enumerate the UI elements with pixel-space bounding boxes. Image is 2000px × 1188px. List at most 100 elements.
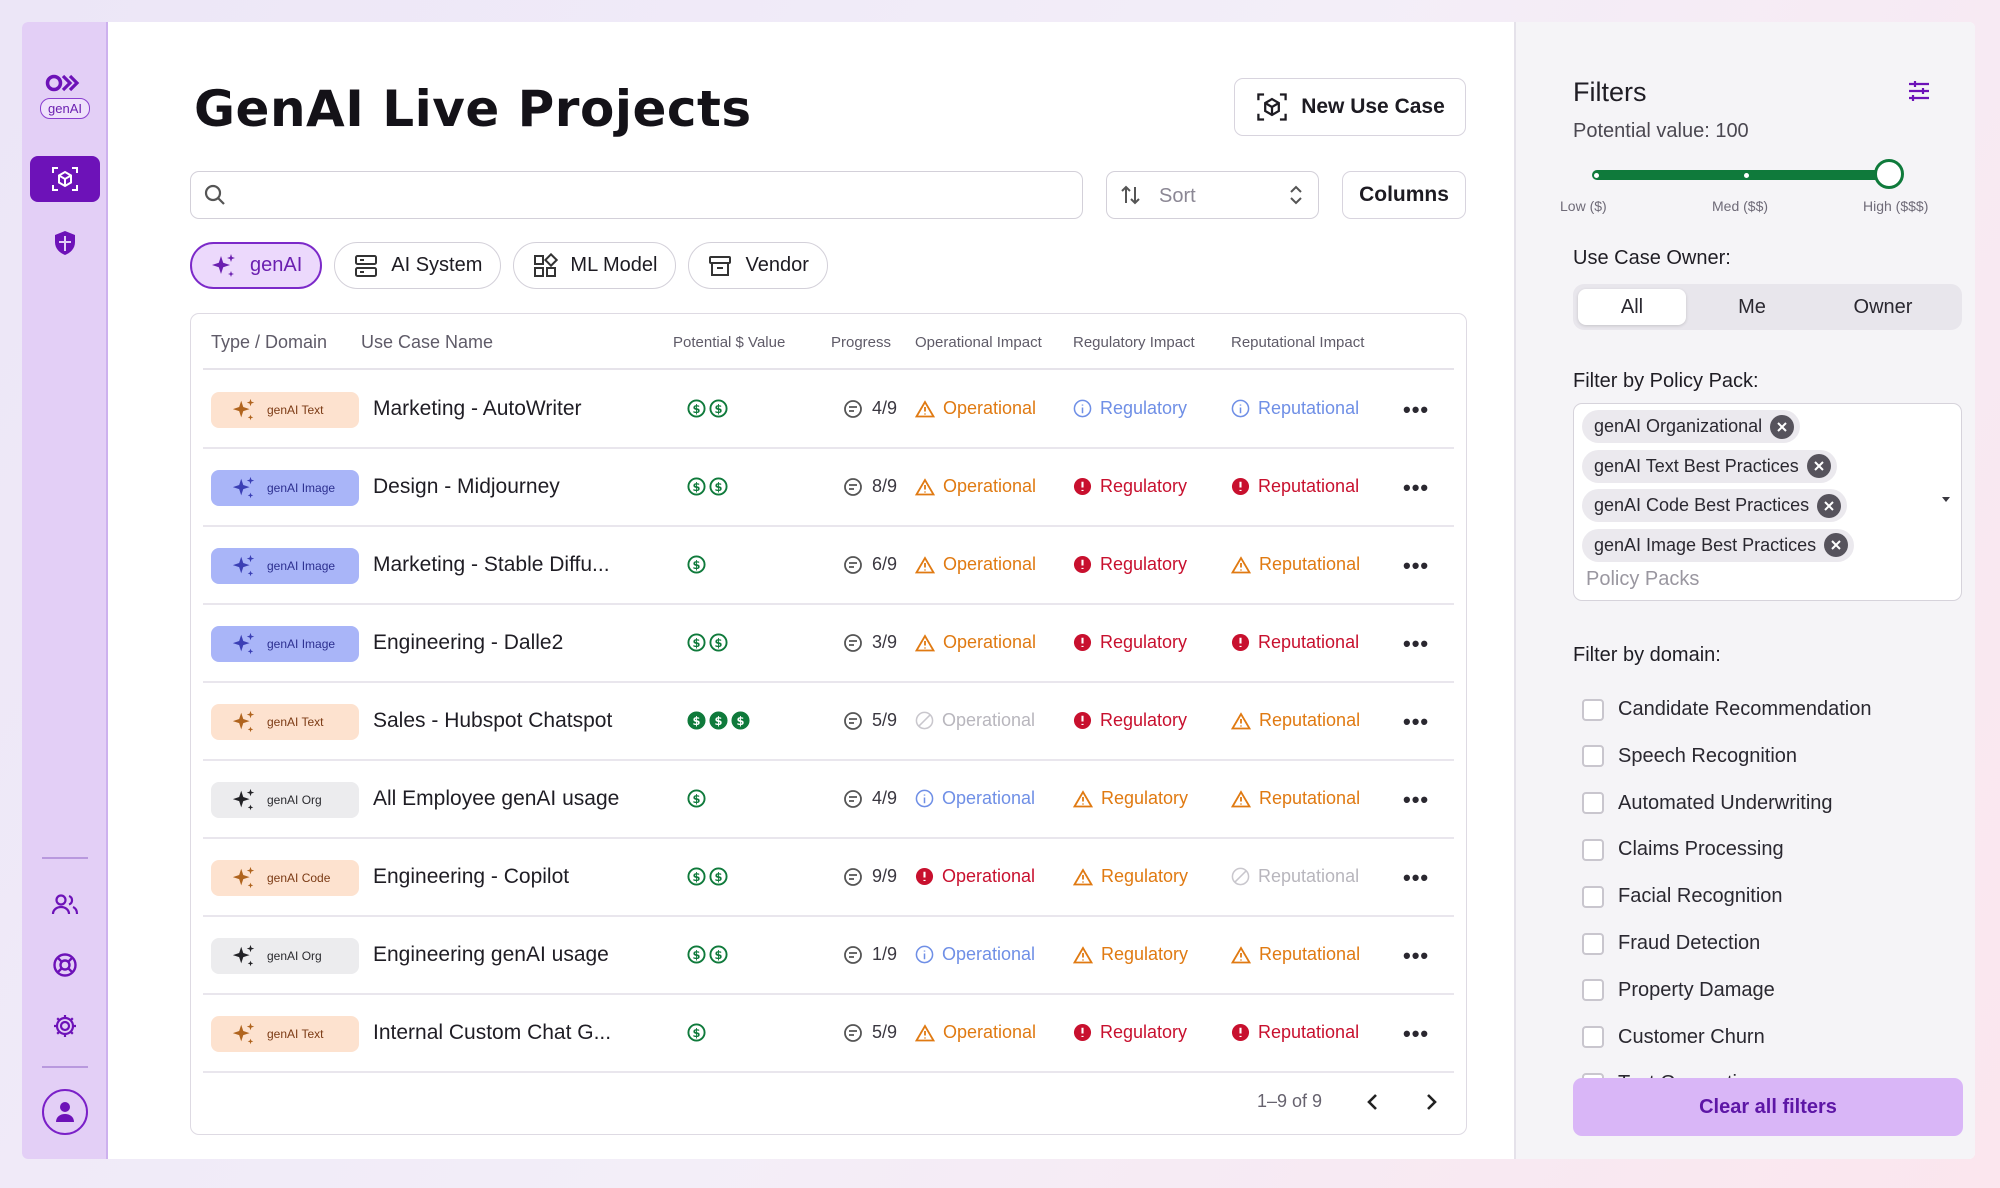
- cube-scan-icon: [52, 167, 78, 191]
- impact-label: Regulatory: [1101, 866, 1189, 886]
- rail-settings-button[interactable]: [30, 1003, 100, 1049]
- dollar-icon: $: [687, 945, 706, 964]
- more-actions-icon[interactable]: •••: [1403, 631, 1430, 656]
- checkbox[interactable]: [1582, 838, 1604, 861]
- chevron-left-icon[interactable]: [1366, 1092, 1380, 1112]
- warning-icon: [915, 633, 935, 651]
- remove-tag-icon[interactable]: [1806, 454, 1831, 478]
- warning-icon: [1073, 867, 1093, 885]
- use-case-name[interactable]: Engineering genAI usage: [373, 943, 609, 966]
- use-case-name[interactable]: Internal Custom Chat G...: [373, 1021, 612, 1044]
- domain-checkbox-item[interactable]: Text Generation: [1582, 1072, 1759, 1082]
- slider-stop-med: [1744, 172, 1749, 178]
- owner-option-all[interactable]: All: [1578, 289, 1686, 325]
- table-row[interactable]: genAI Code Engineering - Copilot $ $9/9 Oper…: [203, 839, 1454, 917]
- type-badge-label: genAI Text: [267, 1027, 324, 1041]
- domain-checkbox-item[interactable]: Candidate Recommendation: [1582, 698, 1872, 721]
- col-header-reputational[interactable]: Reputational Impact: [1231, 334, 1365, 351]
- domain-checkbox-item[interactable]: Claims Processing: [1582, 838, 1784, 861]
- use-case-name[interactable]: Sales - Hubspot Chatspot: [373, 709, 613, 732]
- checkbox[interactable]: [1582, 932, 1604, 955]
- checkbox[interactable]: [1582, 1026, 1604, 1049]
- warning-icon: [915, 477, 935, 495]
- columns-button[interactable]: Columns: [1342, 171, 1466, 219]
- remove-tag-icon[interactable]: [1824, 533, 1849, 557]
- chip-vendor[interactable]: Vendor: [688, 242, 828, 289]
- table-row[interactable]: genAI Image Design - Midjourney $ $8/9 Opera…: [203, 449, 1454, 527]
- rail-projects-button[interactable]: [30, 156, 100, 202]
- operational-impact: Operational: [915, 554, 1036, 575]
- chip-genai[interactable]: genAI: [190, 242, 323, 289]
- slider-thumb[interactable]: [1874, 159, 1904, 189]
- checkbox[interactable]: [1582, 792, 1604, 815]
- table-row[interactable]: genAI Org All Employee genAI usage $4/9 Ope…: [203, 761, 1454, 839]
- warning-icon: [1231, 945, 1251, 963]
- checkbox[interactable]: [1582, 1072, 1604, 1082]
- more-actions-icon[interactable]: •••: [1403, 787, 1430, 812]
- chip-ml-model[interactable]: ML Model: [513, 242, 677, 289]
- error-icon: [1231, 1023, 1250, 1042]
- col-header-progress[interactable]: Progress: [831, 334, 892, 351]
- more-actions-icon[interactable]: •••: [1403, 865, 1430, 890]
- table-row[interactable]: genAI Image Engineering - Dalle2 $ $3/9 Oper…: [203, 605, 1454, 683]
- col-header-operational[interactable]: Operational Impact: [915, 334, 1042, 351]
- use-case-name[interactable]: Engineering - Dalle2: [373, 631, 564, 654]
- checkbox[interactable]: [1582, 979, 1604, 1002]
- more-actions-icon[interactable]: •••: [1403, 709, 1430, 734]
- rail-shield-button[interactable]: [30, 220, 100, 266]
- more-actions-icon[interactable]: •••: [1403, 943, 1430, 968]
- dollar-icon: $: [709, 711, 728, 730]
- domain-checkbox-item[interactable]: Speech Recognition: [1582, 745, 1797, 768]
- remove-tag-icon[interactable]: [1770, 414, 1795, 439]
- table-row[interactable]: genAI Text Internal Custom Chat G... $5/9 O…: [203, 995, 1454, 1073]
- rail-users-button[interactable]: [30, 882, 100, 928]
- use-case-name[interactable]: Marketing - Stable Diffu...: [373, 553, 610, 576]
- col-header-regulatory[interactable]: Regulatory Impact: [1073, 334, 1195, 351]
- clear-all-filters-button[interactable]: Clear all filters: [1573, 1078, 1963, 1136]
- policy-pack-select[interactable]: genAI Organizational genAI Text Best Prac…: [1573, 403, 1962, 601]
- use-case-name[interactable]: All Employee genAI usage: [373, 787, 620, 810]
- more-actions-icon[interactable]: •••: [1403, 553, 1430, 578]
- domain-checkbox-item[interactable]: Property Damage: [1582, 979, 1775, 1002]
- avatar[interactable]: [42, 1089, 88, 1135]
- table-row[interactable]: genAI Text Marketing - AutoWriter $ $4/9 Ope…: [203, 371, 1454, 449]
- use-case-name[interactable]: Engineering - Copilot: [373, 865, 570, 888]
- more-actions-icon[interactable]: •••: [1403, 475, 1430, 500]
- more-actions-icon[interactable]: •••: [1403, 397, 1430, 422]
- rail-divider: [42, 1066, 88, 1068]
- operational-impact: Operational: [915, 866, 1035, 887]
- chip-ai-system[interactable]: AI System: [334, 242, 502, 289]
- dropdown-caret-icon[interactable]: [1942, 497, 1950, 502]
- sort-select[interactable]: Sort: [1106, 171, 1319, 219]
- warning-icon: [1231, 555, 1251, 573]
- domain-checkbox-item[interactable]: Automated Underwriting: [1582, 792, 1833, 815]
- impact-label: Reputational: [1258, 1022, 1360, 1042]
- table-row[interactable]: genAI Image Marketing - Stable Diffu... $6…: [203, 527, 1454, 605]
- col-header-value[interactable]: Potential $ Value: [673, 334, 786, 351]
- table-row[interactable]: genAI Org Engineering genAI usage $ $1/9 Ope…: [203, 917, 1454, 995]
- sparkle-icon: [232, 710, 255, 733]
- owner-option-owner[interactable]: Owner: [1853, 295, 1913, 318]
- rail-support-button[interactable]: [30, 942, 100, 988]
- use-case-name[interactable]: Marketing - AutoWriter: [373, 397, 582, 420]
- sliders-icon[interactable]: [1906, 78, 1932, 104]
- col-header-type[interactable]: Type / Domain: [211, 332, 328, 352]
- table-row[interactable]: genAI Text Sales - Hubspot Chatspot $ $ $5/9…: [203, 683, 1454, 761]
- chevron-updown-icon: [1290, 185, 1302, 205]
- col-header-name[interactable]: Use Case Name: [361, 332, 494, 352]
- impact-label: Operational: [942, 710, 1036, 730]
- checkbox[interactable]: [1582, 885, 1604, 908]
- use-case-name[interactable]: Design - Midjourney: [373, 475, 560, 498]
- potential-value-slider[interactable]: [1592, 170, 1902, 180]
- new-use-case-button[interactable]: New Use Case: [1234, 78, 1466, 136]
- domain-checkbox-item[interactable]: Fraud Detection: [1582, 932, 1760, 955]
- checkbox[interactable]: [1582, 698, 1604, 721]
- checkbox[interactable]: [1582, 745, 1604, 768]
- remove-tag-icon[interactable]: [1817, 493, 1842, 518]
- chevron-right-icon[interactable]: [1424, 1092, 1438, 1112]
- owner-option-me[interactable]: Me: [1738, 295, 1766, 318]
- search-input[interactable]: [190, 171, 1083, 219]
- more-actions-icon[interactable]: •••: [1403, 1021, 1430, 1046]
- domain-checkbox-item[interactable]: Facial Recognition: [1582, 885, 1783, 908]
- domain-checkbox-item[interactable]: Customer Churn: [1582, 1026, 1765, 1049]
